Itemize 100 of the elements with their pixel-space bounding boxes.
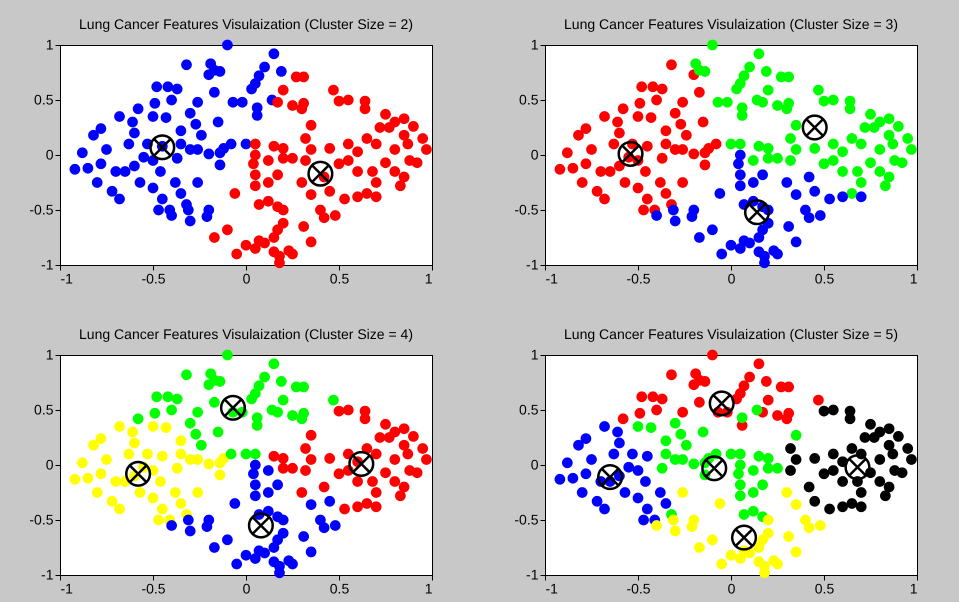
point bbox=[580, 468, 592, 480]
chart-title: Lung Cancer Features Visulaization (Cluster Size = 3) bbox=[564, 16, 898, 32]
point bbox=[599, 194, 610, 204]
point bbox=[250, 479, 261, 490]
point bbox=[604, 166, 616, 177]
point bbox=[632, 111, 644, 122]
point bbox=[334, 468, 344, 480]
point bbox=[248, 468, 259, 480]
point bbox=[184, 418, 196, 429]
point bbox=[752, 404, 762, 416]
y-tick-label: 0 bbox=[46, 456, 54, 472]
x-tick-label: -0.5 bbox=[141, 270, 166, 286]
point bbox=[675, 428, 686, 440]
point bbox=[651, 520, 662, 531]
point bbox=[127, 426, 138, 438]
point bbox=[651, 94, 662, 106]
point bbox=[856, 487, 867, 498]
point bbox=[738, 509, 750, 520]
point bbox=[804, 522, 814, 534]
point bbox=[846, 443, 858, 454]
point bbox=[580, 123, 592, 134]
point bbox=[300, 443, 311, 454]
point bbox=[203, 458, 214, 470]
point bbox=[342, 404, 354, 416]
point bbox=[772, 558, 783, 570]
point bbox=[229, 498, 240, 509]
point bbox=[576, 177, 588, 188]
point bbox=[760, 376, 772, 387]
y-tick-label: -1 bbox=[526, 566, 539, 582]
x-tick-label: -1 bbox=[60, 270, 74, 286]
point bbox=[694, 232, 705, 243]
point bbox=[896, 467, 908, 478]
point bbox=[554, 474, 566, 485]
point bbox=[762, 453, 774, 464]
point bbox=[192, 454, 203, 465]
point bbox=[694, 542, 705, 553]
point bbox=[597, 464, 624, 490]
point bbox=[246, 394, 257, 404]
x-tick-label: 0 bbox=[242, 270, 251, 286]
y-tick-label: 0 bbox=[530, 146, 539, 162]
point bbox=[278, 453, 289, 464]
point bbox=[627, 448, 638, 460]
point bbox=[240, 448, 252, 460]
point bbox=[734, 479, 746, 490]
point bbox=[88, 440, 99, 451]
point bbox=[681, 130, 692, 141]
point bbox=[248, 512, 274, 539]
point bbox=[192, 487, 203, 498]
y-tick-label: 1 bbox=[46, 36, 54, 52]
point bbox=[651, 404, 662, 416]
x-tick-label: 0.5 bbox=[330, 270, 350, 286]
point bbox=[184, 526, 196, 536]
point bbox=[348, 450, 374, 477]
point bbox=[339, 504, 350, 514]
point bbox=[860, 432, 870, 443]
point bbox=[250, 448, 261, 460]
point bbox=[783, 408, 794, 419]
x-tick-label: -0.5 bbox=[141, 580, 166, 596]
point bbox=[681, 440, 692, 451]
point bbox=[209, 396, 220, 408]
point bbox=[334, 406, 344, 416]
point bbox=[192, 406, 203, 418]
point bbox=[212, 426, 224, 438]
point bbox=[790, 499, 802, 510]
point bbox=[82, 472, 94, 484]
point bbox=[306, 430, 316, 441]
point bbox=[576, 487, 588, 498]
point bbox=[813, 394, 824, 406]
point bbox=[562, 147, 573, 158]
point bbox=[182, 514, 194, 526]
point bbox=[398, 482, 410, 492]
point bbox=[278, 394, 289, 406]
point bbox=[328, 394, 339, 406]
y-tick-label: -1 bbox=[41, 566, 54, 582]
point bbox=[330, 520, 341, 531]
point bbox=[614, 128, 625, 138]
point bbox=[677, 96, 688, 108]
point bbox=[296, 487, 308, 498]
point bbox=[618, 103, 628, 114]
point bbox=[362, 498, 372, 509]
point bbox=[844, 413, 856, 424]
point bbox=[902, 443, 914, 454]
point bbox=[562, 457, 573, 468]
point bbox=[268, 358, 280, 370]
point bbox=[306, 499, 316, 510]
chart-title: Lung Cancer Features Visulaization (Cluster Size = 2) bbox=[79, 16, 413, 32]
point bbox=[389, 454, 400, 465]
point bbox=[287, 410, 298, 421]
point bbox=[599, 421, 610, 432]
point bbox=[380, 467, 391, 478]
point bbox=[814, 520, 826, 531]
point bbox=[209, 542, 220, 553]
point bbox=[809, 496, 820, 507]
point bbox=[162, 391, 174, 402]
point bbox=[688, 148, 700, 160]
point bbox=[114, 421, 125, 432]
point bbox=[824, 504, 835, 514]
point bbox=[733, 468, 744, 480]
point bbox=[421, 454, 432, 465]
point bbox=[828, 404, 839, 416]
